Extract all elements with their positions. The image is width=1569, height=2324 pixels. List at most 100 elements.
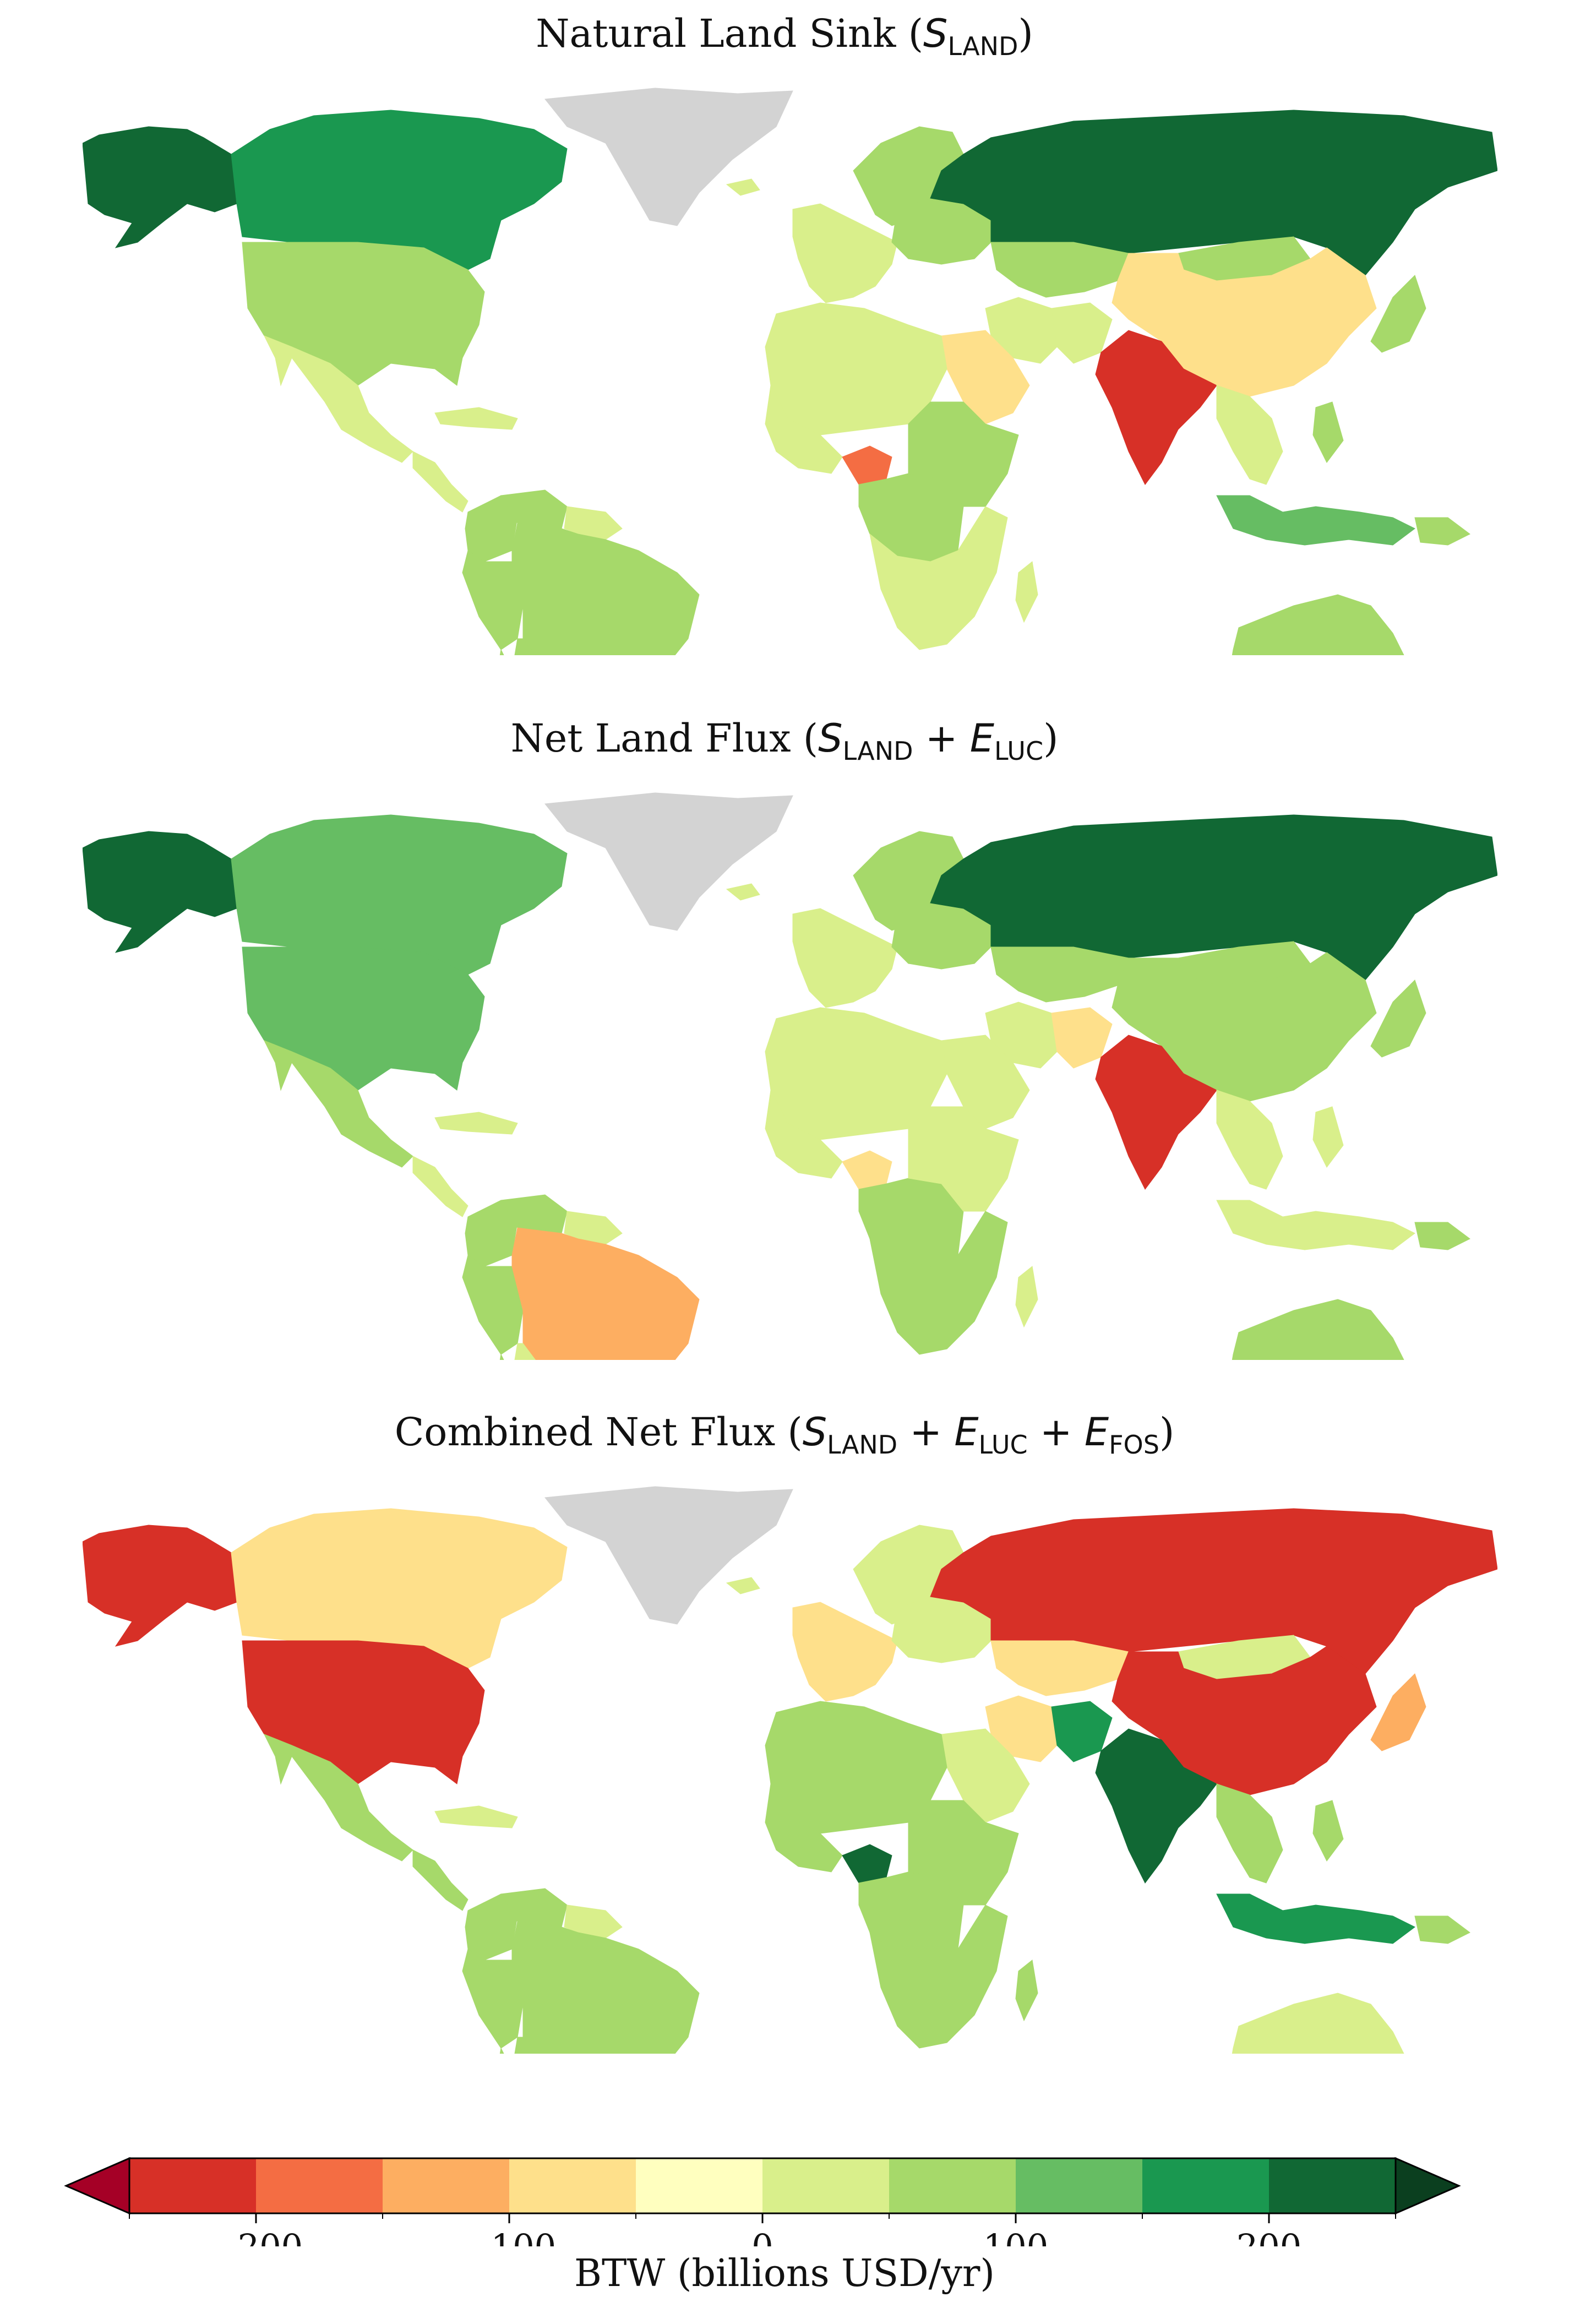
title-text: ): [1018, 11, 1033, 56]
colorbar-tick-label: 100: [983, 2227, 1048, 2246]
title-operator: +: [897, 1409, 955, 1455]
region-japan: [1370, 275, 1426, 353]
region-chile: [499, 649, 504, 655]
region-png: [1414, 517, 1470, 546]
region-india: [1095, 1035, 1217, 1190]
region-centralamerica: [412, 1156, 468, 1217]
region-madagascar: [1015, 561, 1038, 623]
region-india: [1095, 330, 1217, 485]
region-iceland: [726, 1577, 760, 1594]
region-kazakhstan: [990, 1640, 1129, 1696]
region-philippines: [1312, 1106, 1344, 1168]
map-combined-net-flux: [83, 1486, 1497, 2054]
colorbar-swatch: [1016, 2158, 1143, 2213]
title-subscript: LAND: [842, 736, 913, 766]
region-kazakhstan: [990, 946, 1129, 1003]
region-greenland: [544, 1486, 793, 1625]
region-greenland: [544, 792, 793, 931]
region-australia: [1232, 1299, 1404, 1360]
region-westafrica: [765, 1783, 843, 1873]
region-canada: [231, 110, 568, 270]
panel-title-net-land-flux: Net Land Flux (SLAND + ELUC): [0, 716, 1569, 766]
title-symbol: S: [818, 716, 843, 761]
region-southeastasia: [1216, 385, 1283, 485]
title-symbol: E: [954, 1409, 979, 1455]
region-greenland: [544, 88, 793, 226]
region-alaska: [83, 1525, 237, 1647]
region-australia: [1232, 1993, 1404, 2054]
region-centralamerica: [412, 1849, 468, 1911]
colorbar-extend-under: [64, 2157, 130, 2215]
region-png: [1414, 1915, 1470, 1944]
title-subscript: LUC: [978, 1430, 1028, 1460]
region-alaska: [83, 126, 237, 248]
colorbar-swatch: [889, 2158, 1016, 2213]
title-text: Natural Land Sink (: [536, 11, 924, 56]
region-brazil: [511, 1227, 700, 1360]
title-symbol: S: [923, 11, 948, 56]
region-indonesia: [1216, 1200, 1415, 1250]
region-saudi: [941, 1035, 1030, 1129]
region-mexico: [263, 1040, 413, 1168]
region-southernafrica: [869, 506, 1008, 650]
region-saudi: [941, 330, 1030, 424]
colorbar-swatch: [1269, 2158, 1396, 2213]
title-text: Combined Net Flux (: [394, 1409, 803, 1455]
title-subscript: LAND: [827, 1430, 898, 1460]
region-caribbean: [434, 407, 518, 430]
title-symbol: E: [1084, 1409, 1109, 1455]
region-southeastasia: [1216, 1090, 1283, 1190]
region-centralamerica: [412, 451, 468, 513]
region-australia: [1232, 594, 1404, 655]
region-png: [1414, 1222, 1470, 1250]
colorbar-tick-label: 200: [1236, 2227, 1301, 2246]
region-westeurope: [792, 203, 898, 303]
title-symbol: S: [802, 1409, 827, 1455]
region-southernafrica: [869, 1904, 1008, 2049]
region-eastafrica: [908, 1106, 1019, 1212]
panel-title-natural-land-sink: Natural Land Sink (SLAND): [0, 11, 1569, 61]
region-nigeria: [842, 1150, 892, 1190]
region-brazil: [511, 1921, 700, 2054]
region-canada: [231, 814, 568, 975]
region-indonesia: [1216, 495, 1415, 546]
region-eastafrica: [908, 1800, 1019, 1906]
region-philippines: [1312, 1800, 1344, 1862]
region-japan: [1370, 1673, 1426, 1751]
region-mexico: [263, 335, 413, 463]
title-text: ): [1043, 716, 1059, 761]
region-bolivia: [514, 2037, 536, 2054]
colorbar-swatch: [1142, 2158, 1270, 2213]
panel-title-combined-net-flux: Combined Net Flux (SLAND + ELUC + EFOS): [0, 1409, 1569, 1460]
colorbar-swatch: [256, 2158, 383, 2213]
region-caribbean: [434, 1805, 518, 1828]
region-philippines: [1312, 401, 1344, 463]
region-southeastasia: [1216, 1783, 1283, 1884]
region-mexico: [263, 1734, 413, 1862]
region-venezuela: [500, 1888, 568, 1928]
map-net-land-flux: [83, 792, 1497, 1360]
region-madagascar: [1015, 1960, 1038, 2022]
region-iceland: [726, 883, 760, 901]
title-symbol: E: [969, 716, 994, 761]
title-text: Net Land Flux (: [510, 716, 819, 761]
region-eastafrica: [908, 401, 1019, 507]
region-saudi: [941, 1728, 1030, 1823]
region-chile: [499, 1353, 504, 1360]
map-natural-land-sink: [83, 88, 1497, 655]
region-iceland: [726, 178, 760, 196]
region-bolivia: [514, 638, 536, 655]
title-subscript: LAND: [947, 31, 1018, 61]
region-canada: [231, 1508, 568, 1669]
colorbar-swatch: [762, 2158, 890, 2213]
colorbar-tick-label: −200: [209, 2227, 303, 2246]
region-bolivia: [514, 1343, 536, 1360]
colorbar: −200 −100 0 100 200: [64, 2157, 1461, 2246]
region-india: [1095, 1728, 1217, 1884]
region-alaska: [83, 831, 237, 953]
title-text: ): [1159, 1409, 1175, 1455]
region-nigeria: [842, 1844, 892, 1884]
region-nigeria: [842, 445, 892, 485]
region-venezuela: [500, 1194, 568, 1234]
region-kazakhstan: [990, 242, 1129, 298]
